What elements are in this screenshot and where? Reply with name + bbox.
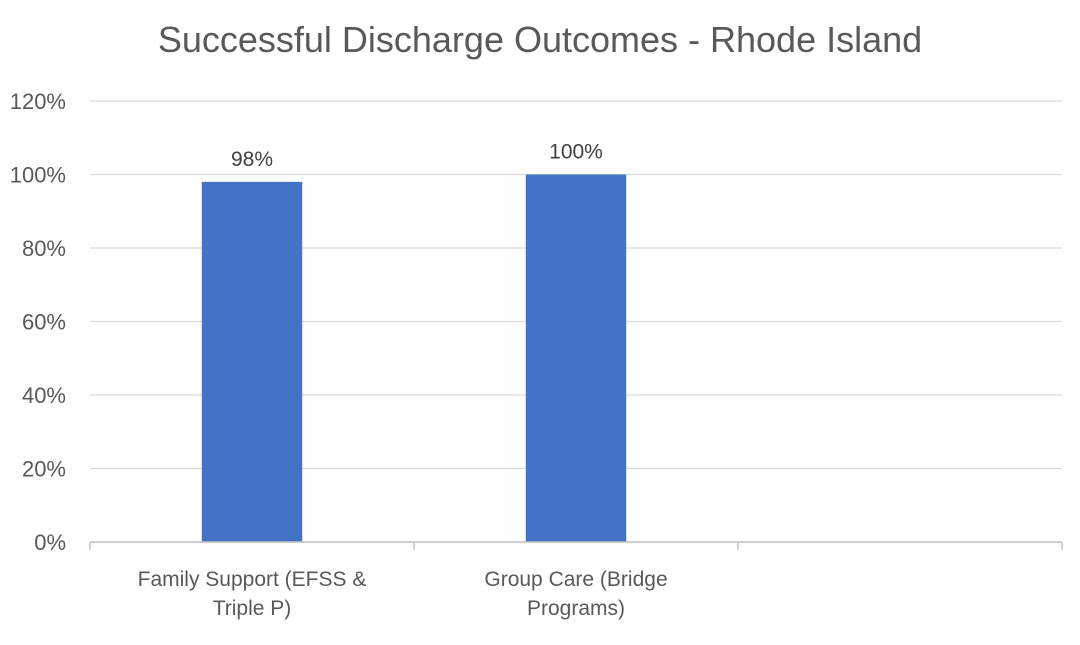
data-label: 98%: [231, 148, 273, 171]
x-axis: [89, 541, 1063, 550]
y-tick-label: 80%: [22, 236, 66, 261]
y-tick-label: 20%: [22, 457, 66, 482]
x-tick-label: Family Support (EFSS &: [138, 568, 367, 591]
y-tick-label: 0%: [34, 530, 66, 555]
y-tick-label: 40%: [22, 383, 66, 408]
y-tick-label: 120%: [10, 89, 66, 114]
x-axis-tick-labels: Family Support (EFSS & Triple P) Group Car…: [138, 568, 668, 620]
y-tick-label: 100%: [10, 163, 66, 188]
y-axis-tick-labels: 0% 20% 40% 60% 80% 100% 120%: [10, 89, 66, 555]
x-tick-label: Programs): [527, 597, 625, 620]
bars: [201, 174, 627, 542]
y-tick-label: 60%: [22, 310, 66, 335]
chart-title: Successful Discharge Outcomes - Rhode Is…: [158, 19, 922, 60]
x-tick-label: Group Care (Bridge: [484, 568, 667, 591]
bar: [201, 181, 303, 542]
bar: [525, 174, 627, 542]
x-tick-label: Triple P): [213, 597, 292, 620]
data-labels: 98% 100%: [231, 141, 603, 171]
data-label: 100%: [549, 141, 603, 164]
